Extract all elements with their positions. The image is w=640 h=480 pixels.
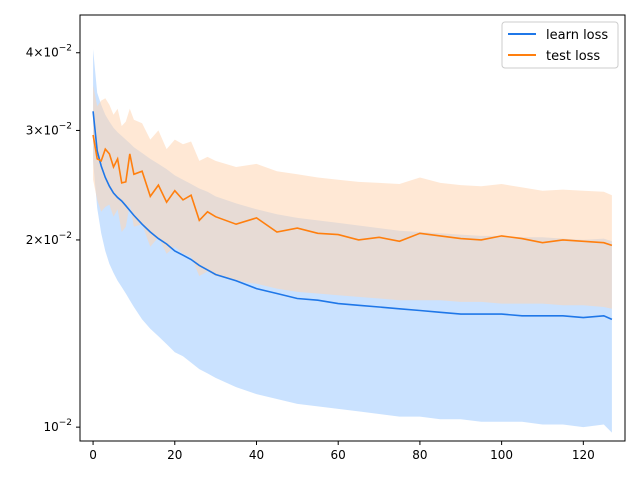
- y-tick-label: 4×10−2: [26, 44, 72, 60]
- legend-label-learn-loss: learn loss: [546, 28, 608, 43]
- series-lines: [92, 111, 613, 321]
- y-tick-label: 10−2: [43, 418, 72, 434]
- line-test-loss: [92, 134, 613, 247]
- line-learn-loss: [92, 111, 613, 321]
- legend-label-test-loss: test loss: [546, 49, 600, 64]
- y-axis-ticks: 10−2 2×10−2 3×10−2 4×10−2: [26, 44, 80, 434]
- x-tick-label: 120: [572, 448, 595, 462]
- x-tick-label: 20: [167, 448, 182, 462]
- y-tick-label: 3×10−2: [26, 121, 72, 137]
- y-tick-label: 2×10−2: [26, 231, 72, 247]
- x-tick-label: 100: [490, 448, 513, 462]
- x-tick-label: 80: [412, 448, 427, 462]
- x-tick-label: 0: [89, 448, 97, 462]
- legend: learn loss test loss: [501, 21, 619, 69]
- axes-frame: [79, 14, 626, 442]
- x-tick-label: 60: [331, 448, 346, 462]
- band-test-loss: [93, 85, 612, 309]
- x-axis-ticks: 0 20 40 60 80 100 120: [89, 441, 595, 462]
- confidence-bands: [93, 49, 612, 433]
- x-tick-label: 40: [249, 448, 264, 462]
